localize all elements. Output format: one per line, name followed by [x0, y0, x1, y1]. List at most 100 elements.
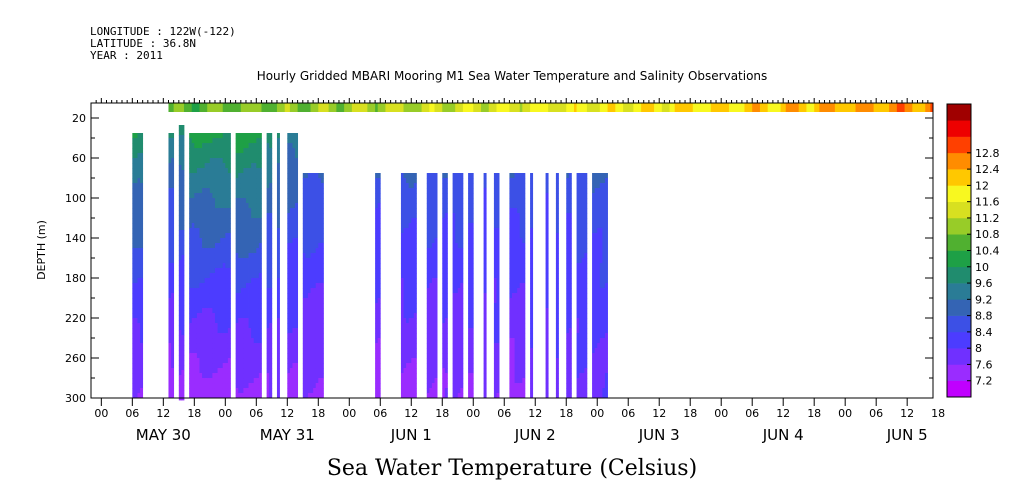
temperature-cell	[256, 238, 260, 244]
temperature-cell	[530, 363, 534, 369]
surface-cell	[762, 103, 766, 112]
temperature-cell	[199, 148, 203, 154]
temperature-cell	[191, 308, 195, 314]
temperature-cell	[251, 258, 255, 264]
temperature-cell	[189, 333, 193, 339]
temperature-cell	[496, 348, 500, 354]
temperature-cell	[584, 273, 588, 279]
temperature-cell	[194, 143, 198, 149]
temperature-cell	[509, 333, 513, 339]
temperature-cell	[266, 353, 270, 359]
temperature-cell	[269, 233, 273, 239]
temperature-cell	[310, 328, 314, 334]
surface-cell	[914, 103, 918, 112]
temperature-cell	[289, 233, 293, 239]
temperature-cell	[227, 333, 231, 339]
temperature-cell	[566, 393, 570, 399]
temperature-cell	[522, 178, 526, 184]
temperature-cell	[519, 343, 523, 349]
temperature-cell	[509, 393, 513, 399]
temperature-cell	[315, 283, 319, 289]
temperature-cell	[512, 178, 515, 184]
temperature-cell	[483, 228, 487, 234]
temperature-cell	[171, 288, 175, 294]
temperature-cell	[522, 218, 526, 224]
surface-cell	[225, 103, 229, 112]
temperature-cell	[566, 348, 570, 354]
temperature-cell	[522, 363, 526, 369]
temperature-cell	[178, 350, 182, 356]
temperature-cell	[434, 378, 438, 384]
temperature-cell	[442, 193, 446, 199]
temperature-cell	[214, 393, 218, 399]
temperature-cell	[207, 203, 211, 209]
temperature-cell	[196, 148, 200, 154]
temperature-cell	[496, 293, 500, 299]
temperature-cell	[256, 258, 260, 264]
temperature-cell	[429, 198, 433, 204]
temperature-cell	[599, 198, 603, 204]
temperature-cell	[493, 243, 497, 249]
temperature-cell	[245, 238, 249, 244]
temperature-cell	[592, 223, 596, 229]
temperature-cell	[426, 298, 430, 304]
temperature-cell	[310, 213, 314, 219]
temperature-cell	[460, 328, 464, 334]
temperature-cell	[514, 173, 518, 179]
temperature-cell	[555, 208, 559, 214]
temperature-cell	[227, 213, 231, 219]
temperature-cell	[178, 325, 182, 331]
temperature-cell	[442, 188, 446, 194]
temperature-cell	[220, 183, 224, 189]
surface-cell	[656, 103, 660, 112]
temperature-cell	[452, 323, 456, 329]
temperature-cell	[313, 358, 317, 364]
temperature-cell	[522, 208, 526, 214]
temperature-cell	[214, 178, 218, 184]
temperature-cell	[455, 318, 459, 324]
temperature-cell	[457, 313, 461, 319]
temperature-cell	[597, 213, 601, 219]
temperature-cell	[220, 283, 224, 289]
temperature-cell	[426, 188, 430, 194]
temperature-cell	[594, 288, 598, 294]
temperature-cell	[258, 373, 262, 379]
temperature-cell	[307, 393, 311, 399]
temperature-cell	[269, 298, 273, 304]
temperature-cell	[597, 258, 601, 264]
temperature-cell	[302, 348, 306, 354]
temperature-cell	[429, 188, 433, 194]
temperature-cell	[581, 173, 585, 179]
year-label: YEAR : 2011	[90, 49, 163, 62]
temperature-cell	[442, 223, 446, 229]
temperature-cell	[266, 173, 270, 179]
temperature-cell	[140, 358, 144, 364]
temperature-cell	[289, 383, 293, 389]
temperature-cell	[243, 358, 247, 364]
temperature-cell	[189, 303, 193, 309]
temperature-cell	[566, 188, 570, 194]
temperature-cell	[599, 173, 603, 179]
temperature-cell	[207, 298, 211, 304]
temperature-cell	[597, 268, 601, 274]
temperature-cell	[295, 373, 299, 379]
temperature-cell	[220, 308, 224, 314]
temperature-cell	[235, 328, 239, 334]
temperature-cell	[238, 328, 242, 334]
temperature-cell	[289, 328, 293, 334]
temperature-cell	[134, 203, 138, 209]
temperature-cell	[483, 203, 487, 209]
temperature-cell	[483, 363, 487, 369]
temperature-cell	[512, 303, 515, 309]
temperature-cell	[566, 338, 570, 344]
temperature-cell	[493, 378, 497, 384]
temperature-cell	[592, 323, 596, 329]
temperature-cell	[514, 248, 518, 254]
temperature-cell	[240, 208, 244, 214]
temperature-cell	[222, 243, 226, 249]
temperature-cell	[455, 188, 459, 194]
temperature-cell	[214, 193, 218, 199]
temperature-cell	[403, 358, 407, 364]
temperature-cell	[313, 188, 317, 194]
temperature-cell	[305, 263, 309, 269]
